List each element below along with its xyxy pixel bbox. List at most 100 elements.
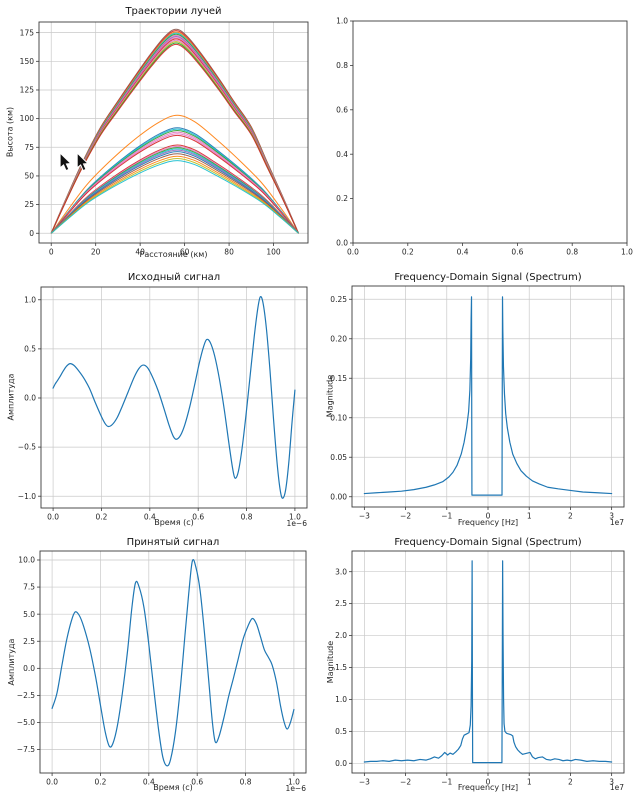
svg-text:−1: −1	[441, 512, 452, 521]
received-signal-plot: 0.0 0.2 0.4 0.6 0.8 1.0 −7.5 −5.0 −2.5 0.0 2.5 5.0 7…	[17, 550, 307, 787]
svg-text:1.0: 1.0	[288, 778, 300, 787]
svg-text:1.0: 1.0	[621, 248, 633, 257]
svg-text:2.5: 2.5	[23, 637, 35, 646]
svg-text:0.8: 0.8	[566, 248, 578, 257]
svg-text:0.05: 0.05	[330, 453, 347, 462]
svg-text:0.2: 0.2	[94, 778, 106, 787]
spectrum-received-ylabel: Magnitude	[326, 640, 335, 684]
source-signal-xlabel: Время (с)	[154, 518, 194, 527]
svg-text:60: 60	[180, 248, 190, 257]
svg-text:0: 0	[29, 229, 34, 238]
svg-text:0.6: 0.6	[192, 513, 204, 522]
svg-text:2: 2	[568, 778, 573, 787]
spectrum-received-offset-label: 1e7	[609, 783, 624, 792]
svg-text:0.6: 0.6	[191, 778, 203, 787]
svg-text:100: 100	[20, 114, 35, 123]
svg-text:0.0: 0.0	[23, 664, 35, 673]
svg-text:0.0: 0.0	[46, 778, 58, 787]
svg-text:−2: −2	[400, 512, 411, 521]
svg-text:0.0: 0.0	[335, 759, 347, 768]
svg-text:0.10: 0.10	[330, 413, 347, 422]
svg-text:1.5: 1.5	[335, 663, 347, 672]
svg-text:−1.0: −1.0	[18, 492, 36, 501]
svg-text:0.15: 0.15	[330, 374, 347, 383]
svg-text:0: 0	[486, 778, 491, 787]
svg-text:80: 80	[224, 248, 234, 257]
svg-text:5.0: 5.0	[23, 610, 35, 619]
source-signal-offset-label: 1e−6	[286, 519, 307, 528]
svg-text:40: 40	[135, 248, 145, 257]
spectrum-received-plot: −3 −2 −1 0 1 2 3 0.0 0.5 1.0 1.5 2.0 2.5 3.0	[335, 550, 625, 787]
svg-text:−5.0: −5.0	[17, 718, 35, 727]
svg-text:150: 150	[20, 57, 35, 66]
svg-text:3: 3	[609, 778, 614, 787]
svg-text:0: 0	[49, 248, 54, 257]
svg-text:2.0: 2.0	[335, 631, 347, 640]
svg-text:7.5: 7.5	[23, 583, 35, 592]
ray-trajectories-plot: 0 20 40 60 80 100 0 25 50 75 100 125 150 175	[20, 21, 309, 257]
svg-text:0.2: 0.2	[402, 248, 414, 257]
spectrum-received-title: Frequency-Domain Signal (Spectrum)	[394, 537, 582, 548]
svg-text:−1: −1	[441, 778, 452, 787]
svg-text:0.6: 0.6	[511, 248, 523, 257]
svg-text:0.0: 0.0	[24, 394, 36, 403]
svg-text:0.8: 0.8	[240, 778, 252, 787]
svg-text:−3: −3	[359, 512, 370, 521]
spectrum-source-xlabel: Frequency [Hz]	[457, 518, 519, 527]
ray-trajectories-title: Траектории лучей	[125, 6, 222, 17]
svg-text:1.0: 1.0	[24, 295, 36, 304]
svg-text:0.4: 0.4	[457, 248, 469, 257]
svg-text:0.5: 0.5	[335, 727, 347, 736]
svg-text:175: 175	[20, 28, 35, 37]
ray-trajectories-xlabel: Расстояние (км)	[139, 250, 208, 259]
source-signal-ylabel: Амплитуда	[6, 373, 16, 421]
svg-text:−2: −2	[400, 778, 411, 787]
received-signal-ylabel: Амплитуда	[7, 638, 16, 686]
svg-text:0.4: 0.4	[336, 150, 348, 159]
svg-text:3.0: 3.0	[335, 567, 347, 576]
svg-text:0.25: 0.25	[330, 295, 347, 304]
received-signal-xlabel: Время (с)	[153, 783, 193, 792]
received-signal-offset-label: 1e−6	[285, 784, 306, 793]
mouse-pointer-icon	[59, 151, 72, 172]
svg-text:0.8: 0.8	[336, 61, 348, 70]
source-signal-title: Исходный сигнал	[127, 272, 221, 283]
svg-text:−3: −3	[359, 778, 370, 787]
spectrum-source-ylabel: Magnitude	[325, 374, 335, 418]
svg-text:25: 25	[24, 200, 34, 209]
svg-text:0.20: 0.20	[330, 334, 347, 343]
svg-text:1: 1	[527, 512, 532, 521]
svg-text:2.5: 2.5	[335, 599, 347, 608]
svg-text:0.4: 0.4	[143, 778, 155, 787]
svg-text:50: 50	[24, 172, 34, 181]
svg-text:20: 20	[91, 248, 101, 257]
svg-text:0.6: 0.6	[336, 105, 348, 114]
svg-text:1: 1	[527, 778, 532, 787]
svg-text:−0.5: −0.5	[18, 443, 36, 452]
received-signal-title: Принятый сигнал	[126, 537, 220, 548]
svg-text:1.0: 1.0	[336, 17, 348, 26]
svg-text:0.4: 0.4	[144, 513, 156, 522]
source-signal-plot: 0.0 0.2 0.4 0.6 0.8 1.0 −1.0 −0.5 0.0 0.5 1.0	[18, 286, 308, 522]
svg-text:0.2: 0.2	[95, 513, 107, 522]
spectrum-source-plot: −3 −2 −1 0 1 2 3 0.00 0.05 0.10 0.15 0.20 0.25	[330, 285, 625, 521]
svg-text:0.8: 0.8	[241, 513, 253, 522]
svg-text:3: 3	[609, 512, 614, 521]
svg-text:100: 100	[266, 248, 281, 257]
spectrum-source-title: Frequency-Domain Signal (Spectrum)	[394, 272, 582, 283]
svg-text:2: 2	[568, 512, 573, 521]
svg-text:0.00: 0.00	[330, 492, 347, 501]
svg-text:125: 125	[20, 86, 35, 95]
empty-axes-plot: 0.0 0.2 0.4 0.6 0.8 1.0 0.0 0.2 0.4 0.6 0.8 1.0	[336, 17, 633, 257]
svg-text:0: 0	[486, 512, 491, 521]
mouse-pointer-icon	[76, 151, 90, 172]
spectrum-received-xlabel: Frequency [Hz]	[457, 783, 519, 792]
svg-text:0.2: 0.2	[336, 194, 348, 203]
svg-text:0.0: 0.0	[47, 513, 59, 522]
ray-trajectories-ylabel: Высота (км)	[5, 106, 15, 158]
svg-text:1.0: 1.0	[289, 513, 301, 522]
svg-text:0.0: 0.0	[336, 239, 348, 248]
svg-text:1.0: 1.0	[335, 695, 347, 704]
